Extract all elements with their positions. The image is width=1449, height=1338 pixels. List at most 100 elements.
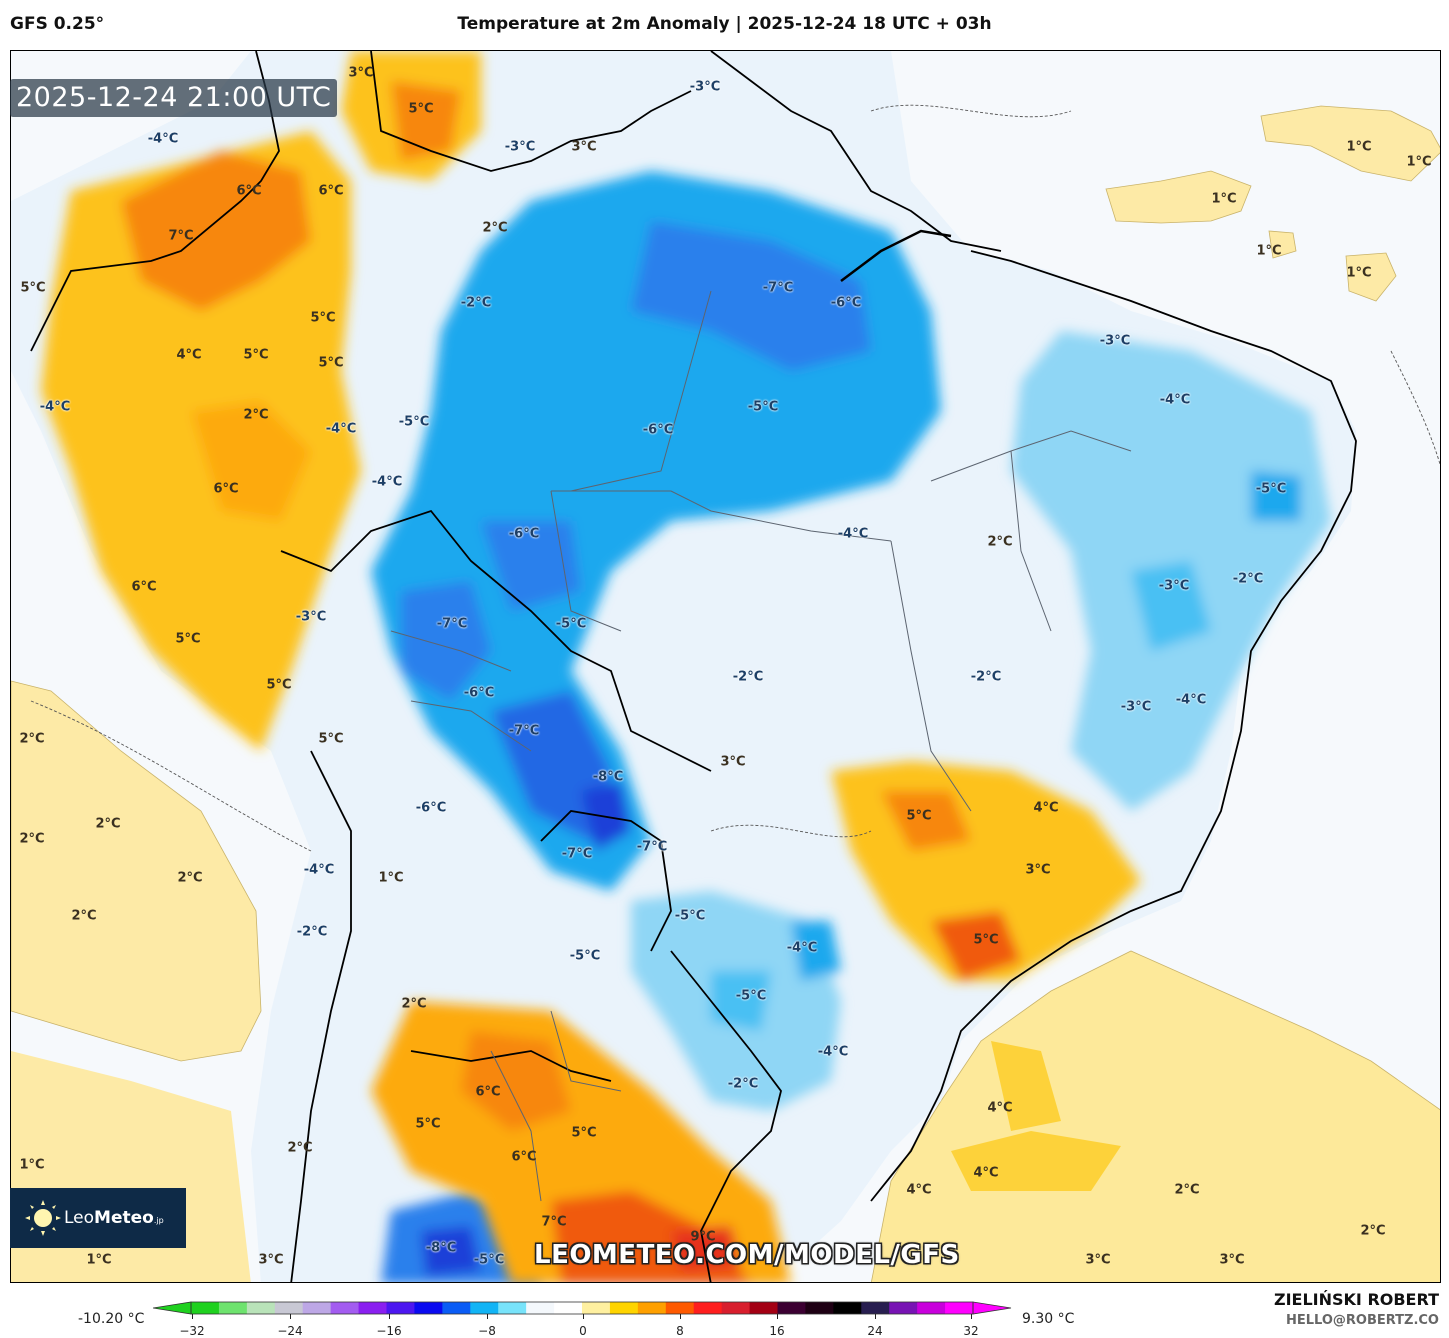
temperature-label: 5°C (243, 347, 269, 363)
temperature-label: -4°C (147, 131, 179, 147)
sun-icon (25, 1200, 61, 1236)
colorbar-tick-mark (487, 1314, 488, 1319)
temperature-label: 5°C (408, 101, 434, 117)
temperature-label: -7°C (561, 846, 593, 862)
colorbar-tick-label: 32 (963, 1324, 979, 1338)
temperature-label: -5°C (555, 616, 587, 632)
author-name: ZIELIŃSKI ROBERT (1273, 1290, 1439, 1309)
temperature-label: 1°C (1406, 154, 1432, 170)
temperature-label: 5°C (310, 310, 336, 326)
temperature-label: -5°C (473, 1252, 505, 1268)
temperature-label: 7°C (168, 228, 194, 244)
temperature-label: -7°C (636, 839, 668, 855)
colorbar-max-label: 9.30 °C (1022, 1311, 1075, 1327)
temperature-label: -3°C (504, 139, 536, 155)
temperature-label: 4°C (1033, 800, 1059, 816)
temperature-label: 4°C (176, 347, 202, 363)
temperature-label: 1°C (378, 870, 404, 886)
temperature-label: 1°C (19, 1157, 45, 1173)
temperature-label: -4°C (325, 421, 357, 437)
temperature-label: -6°C (642, 422, 674, 438)
watermark-url: LEOMETEO.COM/MODEL/GFS (534, 1240, 960, 1270)
temperature-label: 6°C (318, 183, 344, 199)
temperature-label: 2°C (71, 908, 97, 924)
temperature-label: -5°C (747, 399, 779, 415)
colorbar-tick-label: −24 (277, 1324, 303, 1338)
temperature-label: 1°C (1346, 265, 1372, 281)
temperature-label: -7°C (508, 723, 540, 739)
temperature-label: -8°C (425, 1240, 457, 1256)
temperature-label: 1°C (1346, 139, 1372, 155)
temperature-label: 5°C (20, 280, 46, 296)
colorbar-tick-mark (680, 1314, 681, 1319)
colorbar-tick-label: −8 (478, 1324, 496, 1338)
logo-text-bold: Meteo (94, 1208, 154, 1228)
chart-title: Temperature at 2m Anomaly | 2025-12-24 1… (457, 14, 992, 34)
temperature-label: -5°C (735, 988, 767, 1004)
colorbar-tick-mark (875, 1314, 876, 1319)
temperature-label: 3°C (720, 754, 746, 770)
temperature-label: -6°C (508, 526, 540, 542)
colorbar-tick-label: 8 (676, 1324, 684, 1338)
temperature-label: 5°C (318, 355, 344, 371)
temperature-label: 2°C (19, 831, 45, 847)
temperature-label: -2°C (460, 295, 492, 311)
temperature-label: -4°C (1159, 392, 1191, 408)
temperature-label: 2°C (482, 220, 508, 236)
temperature-label: 6°C (131, 579, 157, 595)
leometeo-logo[interactable]: LeoMeteo.jp (10, 1188, 186, 1248)
colorbar-tick-label: 24 (867, 1324, 883, 1338)
temperature-label: 5°C (906, 808, 932, 824)
logo-text: LeoMeteo.jp (64, 1208, 164, 1228)
temperature-label: -7°C (762, 280, 794, 296)
temperature-label: -4°C (837, 526, 869, 542)
temperature-label: -5°C (674, 908, 706, 924)
colorbar-tick-mark (389, 1314, 390, 1319)
temperature-label: 2°C (243, 407, 269, 423)
anomaly-field (11, 51, 1440, 1282)
temperature-label: -2°C (970, 669, 1002, 685)
temperature-label: 6°C (475, 1084, 501, 1100)
temperature-label: -3°C (295, 609, 327, 625)
temperature-label: 2°C (287, 1140, 313, 1156)
temperature-label: 3°C (258, 1252, 284, 1268)
temperature-label: 9°C (690, 1229, 716, 1245)
colorbar-tick-label: −16 (376, 1324, 402, 1338)
colorbar-tick-mark (290, 1314, 291, 1319)
temperature-label: 6°C (511, 1149, 537, 1165)
temperature-label: 1°C (86, 1252, 112, 1268)
temperature-label: -3°C (1120, 699, 1152, 715)
temperature-label: 4°C (973, 1165, 999, 1181)
temperature-label: 5°C (571, 1125, 597, 1141)
colorbar-tick-label: 16 (769, 1324, 785, 1338)
map-panel[interactable]: 3°C 5°C -4°C -3°C -3°C 3°C 6°C 6°C 7°C 2°C 5°C -2°C… (10, 50, 1441, 1283)
colorbar-tick-mark (192, 1314, 193, 1319)
temperature-label: 3°C (348, 65, 374, 81)
temperature-label: 5°C (175, 631, 201, 647)
temperature-label: 2°C (19, 731, 45, 747)
temperature-label: -3°C (1099, 333, 1131, 349)
temperature-label: -5°C (398, 414, 430, 430)
temperature-label: 6°C (213, 481, 239, 497)
temperature-label: -5°C (569, 948, 601, 964)
colorbar-tick-label: −32 (179, 1324, 205, 1338)
temperature-label: -2°C (727, 1076, 759, 1092)
temperature-label: 5°C (973, 932, 999, 948)
temperature-label: -3°C (1158, 578, 1190, 594)
valid-time-badge: 2025-12-24 21:00 UTC (10, 79, 338, 117)
temperature-label: -4°C (786, 940, 818, 956)
temperature-label: 1°C (1211, 191, 1237, 207)
temperature-label: 5°C (318, 731, 344, 747)
author-email[interactable]: HELLO@ROBERTZ.CO (1285, 1313, 1439, 1328)
temperature-label: 3°C (1219, 1252, 1245, 1268)
temperature-label: -7°C (436, 616, 468, 632)
logo-text-suffix: .jp (153, 1216, 164, 1225)
temperature-label: -6°C (415, 800, 447, 816)
temperature-label: 2°C (1360, 1223, 1386, 1239)
temperature-label: -3°C (689, 79, 721, 95)
temperature-label: -2°C (732, 669, 764, 685)
temperature-label: 2°C (1174, 1182, 1200, 1198)
model-name: GFS 0.25° (10, 14, 105, 34)
colorbar-tick-mark (777, 1314, 778, 1319)
temperature-label: -2°C (296, 924, 328, 940)
